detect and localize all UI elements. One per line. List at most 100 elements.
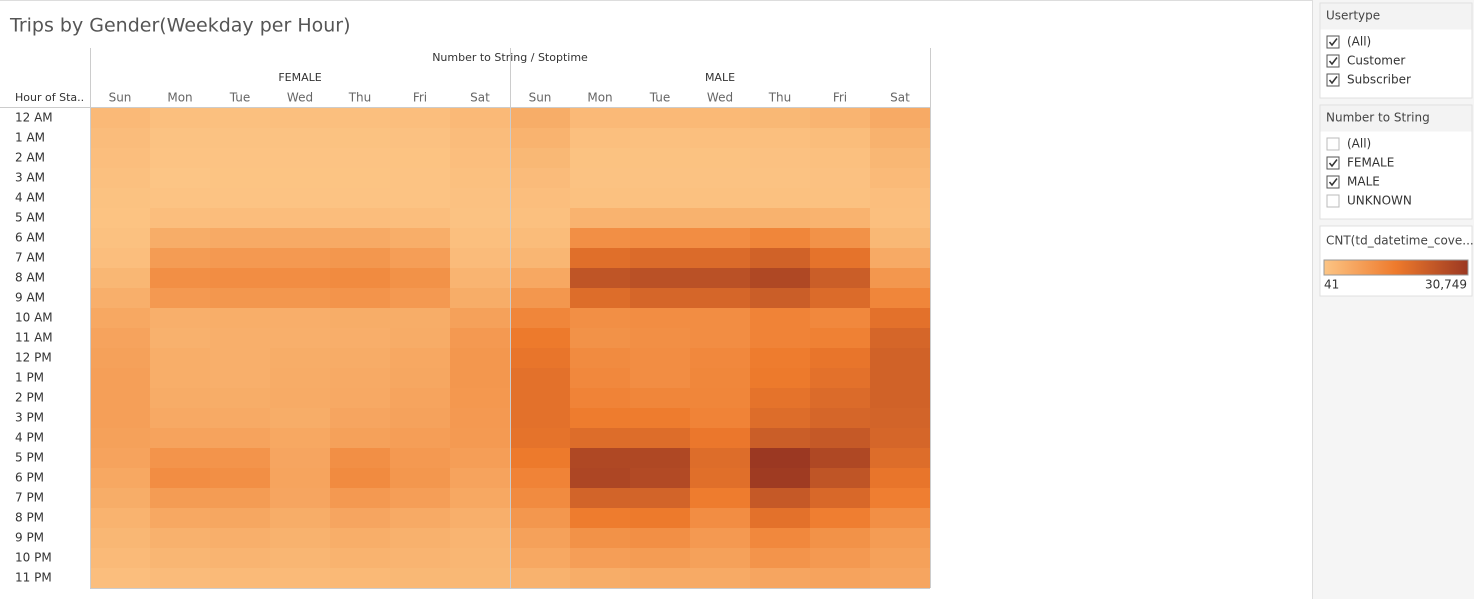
heat-cell[interactable] bbox=[330, 528, 390, 548]
heat-cell[interactable] bbox=[510, 328, 570, 348]
heat-cell[interactable] bbox=[690, 168, 750, 188]
heat-cell[interactable] bbox=[510, 368, 570, 388]
heat-cell[interactable] bbox=[630, 468, 690, 488]
heat-cell[interactable] bbox=[390, 448, 450, 468]
heat-cell[interactable] bbox=[210, 188, 270, 208]
heat-cell[interactable] bbox=[450, 188, 510, 208]
heat-cell[interactable] bbox=[750, 188, 810, 208]
heat-cell[interactable] bbox=[690, 148, 750, 168]
heat-cell[interactable] bbox=[570, 468, 630, 488]
heat-cell[interactable] bbox=[750, 468, 810, 488]
heat-cell[interactable] bbox=[270, 108, 330, 128]
heat-cell[interactable] bbox=[390, 548, 450, 568]
heat-cell[interactable] bbox=[390, 508, 450, 528]
heat-cell[interactable] bbox=[210, 388, 270, 408]
heat-cell[interactable] bbox=[750, 508, 810, 528]
heat-cell[interactable] bbox=[150, 388, 210, 408]
heat-cell[interactable] bbox=[270, 208, 330, 228]
heat-cell[interactable] bbox=[210, 408, 270, 428]
heat-cell[interactable] bbox=[750, 488, 810, 508]
heat-cell[interactable] bbox=[690, 408, 750, 428]
checkbox[interactable] bbox=[1326, 54, 1340, 68]
heat-cell[interactable] bbox=[810, 168, 870, 188]
heat-cell[interactable] bbox=[330, 148, 390, 168]
heat-cell[interactable] bbox=[810, 328, 870, 348]
heat-cell[interactable] bbox=[450, 228, 510, 248]
heat-cell[interactable] bbox=[330, 288, 390, 308]
heat-cell[interactable] bbox=[750, 448, 810, 468]
heat-cell[interactable] bbox=[630, 408, 690, 428]
heat-cell[interactable] bbox=[690, 568, 750, 588]
heat-cell[interactable] bbox=[450, 448, 510, 468]
heat-cell[interactable] bbox=[870, 408, 930, 428]
heat-cell[interactable] bbox=[570, 388, 630, 408]
heat-cell[interactable] bbox=[270, 528, 330, 548]
heat-cell[interactable] bbox=[570, 148, 630, 168]
heat-cell[interactable] bbox=[630, 488, 690, 508]
heat-cell[interactable] bbox=[330, 568, 390, 588]
heat-cell[interactable] bbox=[150, 468, 210, 488]
heat-cell[interactable] bbox=[690, 128, 750, 148]
heat-cell[interactable] bbox=[570, 308, 630, 328]
heat-cell[interactable] bbox=[330, 228, 390, 248]
heat-cell[interactable] bbox=[750, 428, 810, 448]
heat-cell[interactable] bbox=[750, 208, 810, 228]
heat-cell[interactable] bbox=[210, 248, 270, 268]
heat-cell[interactable] bbox=[870, 428, 930, 448]
heat-cell[interactable] bbox=[270, 468, 330, 488]
heat-cell[interactable] bbox=[570, 568, 630, 588]
heat-cell[interactable] bbox=[510, 428, 570, 448]
heat-cell[interactable] bbox=[210, 428, 270, 448]
heat-cell[interactable] bbox=[570, 208, 630, 228]
heat-cell[interactable] bbox=[210, 108, 270, 128]
heat-cell[interactable] bbox=[510, 208, 570, 228]
heat-cell[interactable] bbox=[690, 348, 750, 368]
heat-cell[interactable] bbox=[390, 408, 450, 428]
heat-cell[interactable] bbox=[210, 128, 270, 148]
heat-cell[interactable] bbox=[750, 568, 810, 588]
checkbox[interactable] bbox=[1326, 175, 1340, 189]
heat-cell[interactable] bbox=[870, 508, 930, 528]
heat-cell[interactable] bbox=[750, 328, 810, 348]
filter-item[interactable]: (All) bbox=[1347, 137, 1371, 151]
heat-cell[interactable] bbox=[510, 248, 570, 268]
heat-cell[interactable] bbox=[570, 328, 630, 348]
heat-cell[interactable] bbox=[510, 128, 570, 148]
heat-cell[interactable] bbox=[630, 308, 690, 328]
heat-cell[interactable] bbox=[210, 168, 270, 188]
heat-cell[interactable] bbox=[810, 508, 870, 528]
heat-cell[interactable] bbox=[390, 568, 450, 588]
heat-cell[interactable] bbox=[630, 448, 690, 468]
heat-cell[interactable] bbox=[690, 188, 750, 208]
heat-cell[interactable] bbox=[150, 108, 210, 128]
heat-cell[interactable] bbox=[450, 288, 510, 308]
checkbox[interactable] bbox=[1326, 137, 1340, 151]
heat-cell[interactable] bbox=[570, 248, 630, 268]
heat-cell[interactable] bbox=[510, 348, 570, 368]
heat-cell[interactable] bbox=[150, 148, 210, 168]
heat-cell[interactable] bbox=[270, 308, 330, 328]
heat-cell[interactable] bbox=[390, 428, 450, 448]
heat-cell[interactable] bbox=[750, 388, 810, 408]
heat-cell[interactable] bbox=[870, 388, 930, 408]
heat-cell[interactable] bbox=[210, 348, 270, 368]
heat-cell[interactable] bbox=[510, 268, 570, 288]
heat-cell[interactable] bbox=[450, 308, 510, 328]
heat-cell[interactable] bbox=[810, 208, 870, 228]
heat-cell[interactable] bbox=[750, 168, 810, 188]
heat-cell[interactable] bbox=[150, 528, 210, 548]
heat-cell[interactable] bbox=[210, 148, 270, 168]
heat-cell[interactable] bbox=[630, 388, 690, 408]
heat-cell[interactable] bbox=[510, 168, 570, 188]
heat-cell[interactable] bbox=[570, 528, 630, 548]
heat-cell[interactable] bbox=[690, 468, 750, 488]
heat-cell[interactable] bbox=[90, 468, 150, 488]
heat-cell[interactable] bbox=[810, 288, 870, 308]
heat-cell[interactable] bbox=[450, 528, 510, 548]
heat-cell[interactable] bbox=[210, 328, 270, 348]
heat-cell[interactable] bbox=[630, 208, 690, 228]
heat-cell[interactable] bbox=[330, 308, 390, 328]
filter-item[interactable]: UNKNOWN bbox=[1347, 194, 1412, 208]
heat-cell[interactable] bbox=[750, 548, 810, 568]
heat-cell[interactable] bbox=[510, 308, 570, 328]
